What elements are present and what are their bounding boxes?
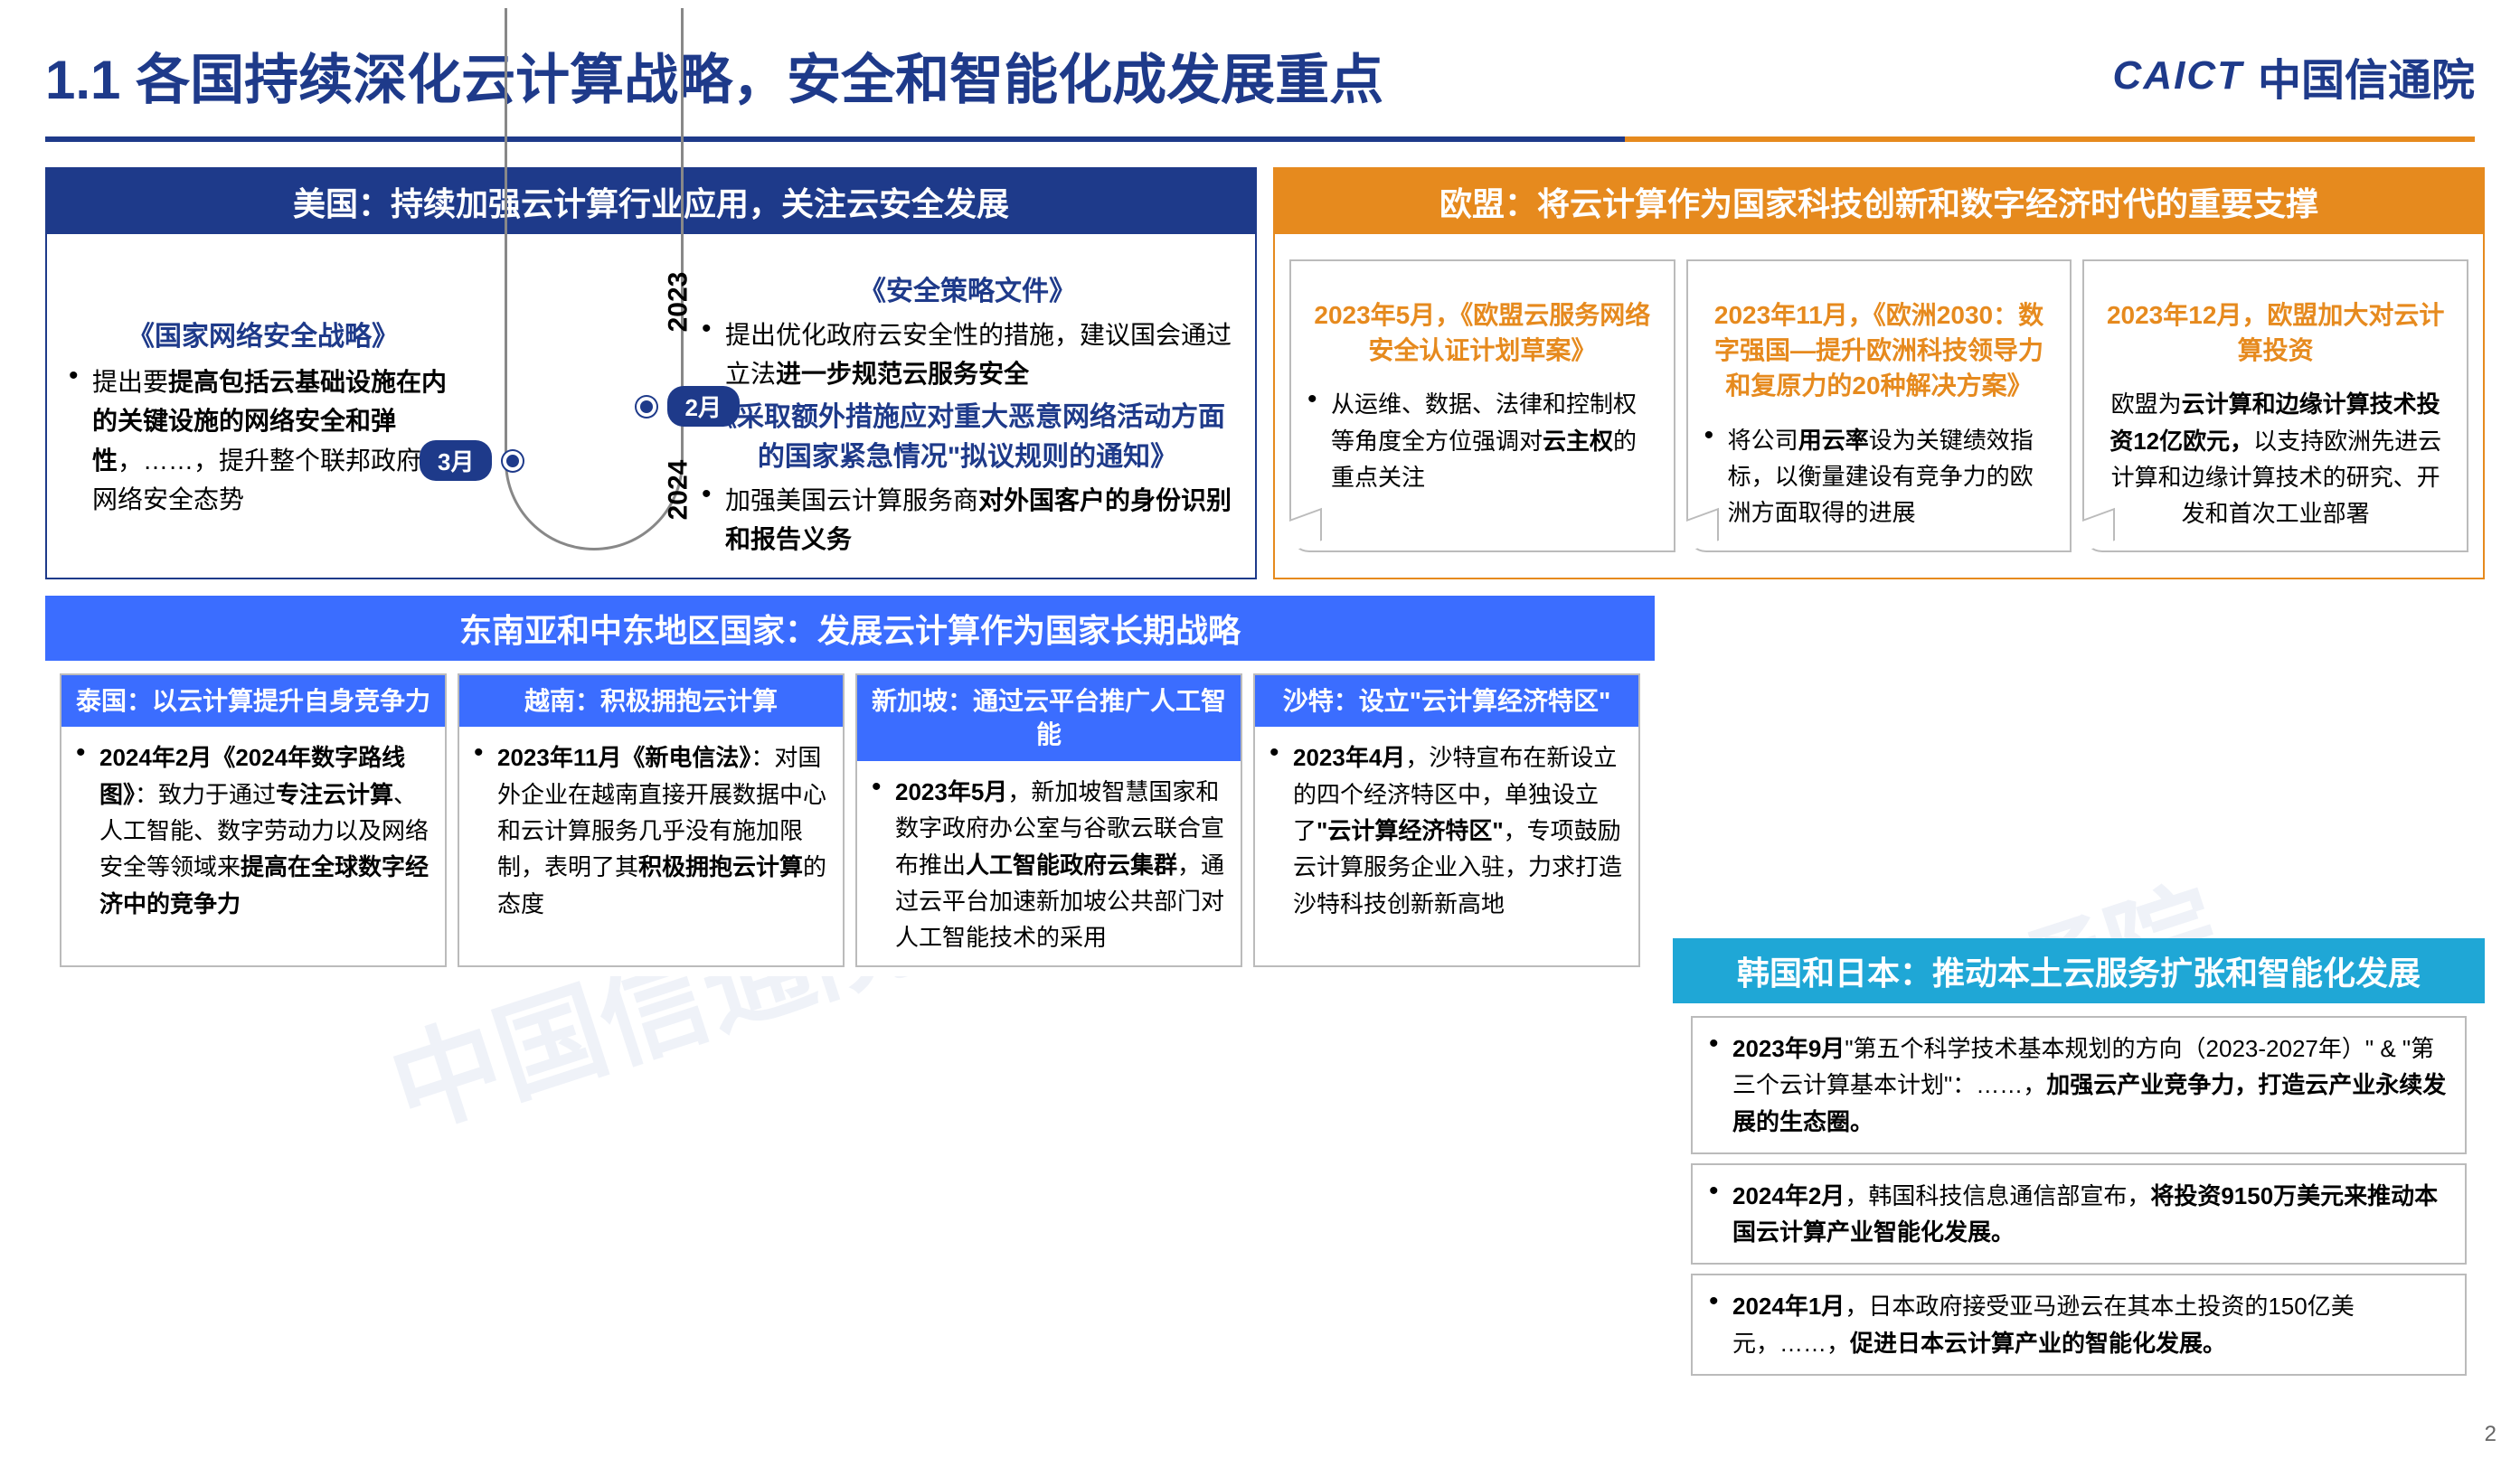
eu-card-1: 2023年11月，《欧洲2030：数字强国—提升欧洲科技领导力和复原力的20种解… — [1686, 259, 2072, 552]
panel-sea-title: 东南亚和中东地区国家：发展云计算作为国家长期战略 — [45, 596, 1655, 661]
header-rule — [45, 136, 2475, 142]
us-left-block: 《国家网络安全战略》 提出要提高包括云基础设施在内的关键设施的网络安全和弹性，…… — [69, 259, 458, 560]
timeline-month-3: 3月 — [420, 440, 492, 481]
logo-mark: CAICT — [2113, 53, 2243, 99]
us-left-doc-title: 《国家网络安全战略》 — [69, 314, 458, 353]
us-right-col: 《安全策略文件》 提出优化政府云安全性的措施，建议国会通过立法进一步规范云服务安… — [702, 259, 1233, 560]
eu-card-2: 2023年12月，欧盟加大对云计算投资 欧盟为云计算和边缘计算技术投资12亿欧元… — [2082, 259, 2468, 552]
logo: CAICT 中国信通院 — [2113, 44, 2475, 108]
sea-col-1-body: 2023年11月《新电信法》：对国外企业在越南直接开展数据中心和云计算服务几乎没… — [474, 739, 828, 921]
sea-col-0-head: 泰国：以云计算提升自身竞争力 — [61, 675, 445, 728]
eu-card-2-title: 2023年12月，欧盟加大对云计算投资 — [2100, 297, 2450, 368]
sea-col-3-head: 沙特：设立"云计算经济特区" — [1255, 675, 1638, 728]
panel-sea: 东南亚和中东地区国家：发展云计算作为国家长期战略 泰国：以云计算提升自身竞争力 2… — [45, 596, 1655, 976]
panel-jpkr-title: 韩国和日本：推动本土云服务扩张和智能化发展 — [1673, 938, 2485, 1003]
sea-col-0: 泰国：以云计算提升自身竞争力 2024年2月《2024年数字路线图》：致力于通过专… — [60, 673, 447, 967]
us-timeline: 2023 2024 3月 2月 1月 — [476, 259, 684, 560]
us-right-body-0: 提出优化政府云安全性的措施，建议国会通过立法进一步规范云服务安全 — [702, 315, 1233, 394]
panel-us: 美国：持续加强云计算行业应用，关注云安全发展 《国家网络安全战略》 提出要提高包… — [45, 167, 1257, 579]
sea-col-3-body: 2023年4月，沙特宣布在新设立的四个经济特区中，单独设立了"云计算经济特区"，… — [1269, 739, 1624, 921]
sea-col-2: 新加坡：通过云平台推广人工智能 2023年5月，新加坡智慧国家和数字政府办公室与谷… — [855, 673, 1242, 967]
us-right-title-0: 《安全策略文件》 — [702, 268, 1233, 308]
eu-card-1-body: 将公司用云率设为关键绩效指标，以衡量建设有竞争力的欧洲方面取得的进展 — [1704, 422, 2054, 531]
sea-col-1: 越南：积极拥抱云计算 2023年11月《新电信法》：对国外企业在越南直接开展数据中… — [458, 673, 845, 967]
sea-col-2-body: 2023年5月，新加坡智慧国家和数字政府办公室与谷歌云联合宣布推出人工智能政府云… — [872, 774, 1226, 955]
logo-text: 中国信通院 — [2258, 44, 2475, 108]
us-left-body: 提出要提高包括云基础设施在内的关键设施的网络安全和弹性，……，提升整个联邦政府的… — [69, 362, 458, 520]
sea-col-3: 沙特：设立"云计算经济特区" 2023年4月，沙特宣布在新设立的四个经济特区中，单… — [1253, 673, 1640, 967]
eu-card-0-body: 从运维、数据、法律和控制权等角度全方位强调对云主权的重点关注 — [1307, 386, 1657, 495]
timeline-year-2023: 2023 — [664, 272, 694, 333]
timeline-dot — [637, 397, 656, 417]
eu-card-1-title: 2023年11月，《欧洲2030：数字强国—提升欧洲科技领导力和复原力的20种解… — [1704, 297, 2054, 404]
jp-row-2: 2024年1月，日本政府接受亚马逊云在其本土投资的150亿美元，……，促进日本云… — [1691, 1274, 2467, 1376]
panel-eu: 欧盟：将云计算作为国家科技创新和数字经济时代的重要支撑 2023年5月，《欧盟云… — [1273, 167, 2485, 579]
eu-card-0-title: 2023年5月，《欧盟云服务网络安全认证计划草案》 — [1307, 297, 1657, 368]
timeline-year-2024: 2024 — [664, 459, 694, 520]
eu-card-0: 2023年5月，《欧盟云服务网络安全认证计划草案》 从运维、数据、法律和控制权等… — [1289, 259, 1675, 552]
sea-col-0-body: 2024年2月《2024年数字路线图》：致力于通过专注云计算、人工智能、数字劳动… — [76, 739, 430, 921]
panel-eu-title: 欧盟：将云计算作为国家科技创新和数字经济时代的重要支撑 — [1275, 169, 2483, 234]
panel-jpkr: 韩国和日本：推动本土云服务扩张和智能化发展 2023年9月"第五个科学技术基本规… — [1673, 938, 2485, 1394]
us-right-title-1: 《采取额外措施应对重大恶意网络活动方面的国家紧急情况"拟议规则的通知》 — [702, 394, 1233, 474]
jp-row-0: 2023年9月"第五个科学技术基本规划的方向（2023-2027年）" & "第… — [1691, 1016, 2467, 1154]
sea-col-2-head: 新加坡：通过云平台推广人工智能 — [857, 675, 1241, 762]
sea-col-1-head: 越南：积极拥抱云计算 — [459, 675, 843, 728]
timeline-dot — [503, 451, 523, 471]
page-number: 2 — [2485, 1422, 2496, 1447]
header: 1.1 各国持续深化云计算战略，安全和智能化成发展重点 CAICT 中国信通院 — [45, 36, 2475, 115]
us-right-body-1: 加强美国云计算服务商对外国客户的身份识别和报告义务 — [702, 481, 1233, 560]
slide-title: 1.1 各国持续深化云计算战略，安全和智能化成发展重点 — [45, 36, 1383, 115]
eu-card-2-body: 欧盟为云计算和边缘计算技术投资12亿欧元，以支持欧洲先进云计算和边缘计算技术的研… — [2100, 386, 2450, 531]
jp-row-1: 2024年2月，韩国科技信息通信部宣布，将投资9150万美元来推动本国云计算产业… — [1691, 1163, 2467, 1265]
